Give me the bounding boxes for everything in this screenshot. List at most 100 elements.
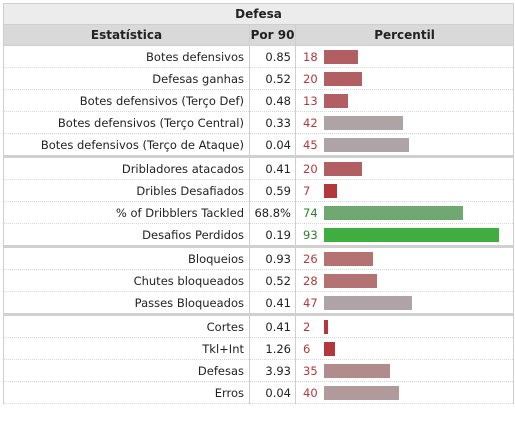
stat-label: Cortes [3, 313, 250, 338]
stat-label: Bloqueios [3, 245, 250, 270]
percentile-cell: 93 [294, 223, 515, 247]
percentile-cell: 13 [294, 89, 515, 112]
per90-value: 0.41 [249, 291, 296, 315]
percentile-value: 2 [303, 320, 311, 334]
percentile-bar [324, 116, 403, 130]
table-row: Cortes 0.41 2 [3, 313, 515, 338]
per90-value: 0.52 [249, 67, 296, 90]
per90-value: 0.93 [249, 245, 296, 270]
percentile-cell: 2 [294, 313, 515, 338]
percentile-bar [324, 364, 390, 378]
percentile-bar [324, 206, 463, 220]
percentile-bar [324, 320, 328, 334]
percentile-bar [324, 162, 362, 176]
percentile-value: 28 [303, 274, 318, 288]
stat-label: % of Dribblers Tackled [3, 201, 250, 224]
percentile-value: 45 [303, 138, 318, 152]
table-row: Chutes bloqueados 0.52 28 [3, 269, 515, 292]
percentile-value: 93 [303, 228, 318, 242]
percentile-value: 40 [303, 386, 318, 400]
percentile-bar [324, 50, 358, 64]
per90-value: 0.19 [249, 223, 296, 247]
percentile-bar [324, 252, 373, 266]
per90-value: 68.8% [249, 201, 296, 224]
percentile-cell: 18 [294, 45, 515, 68]
column-header-stat[interactable]: Estatística [3, 24, 250, 46]
per90-value: 1.26 [249, 337, 296, 360]
stat-label: Erros [3, 381, 250, 404]
percentile-value: 26 [303, 252, 318, 266]
table-title: Defesa [2, 3, 515, 25]
percentile-value: 74 [303, 206, 318, 220]
per90-value: 0.41 [249, 313, 296, 338]
percentile-cell: 47 [294, 291, 515, 315]
table-row: Erros 0.04 40 [3, 381, 515, 404]
per90-value: 0.41 [249, 155, 296, 180]
table-row: Botes defensivos 0.85 18 [3, 45, 515, 68]
percentile-value: 6 [303, 342, 311, 356]
table-row: Dribles Desafiados 0.59 7 [3, 179, 515, 202]
stat-label: Botes defensivos (Terço Def) [3, 89, 250, 112]
percentile-cell: 20 [294, 67, 515, 90]
percentile-cell: 6 [294, 337, 515, 360]
per90-value: 0.33 [249, 111, 296, 134]
table-row: Desafios Perdidos 0.19 93 [3, 223, 515, 247]
stat-label: Botes defensivos [3, 45, 250, 68]
percentile-cell: 26 [294, 245, 515, 270]
column-header-per90[interactable]: Por 90 [249, 24, 296, 46]
stat-label: Tkl+Int [3, 337, 250, 360]
stat-label: Passes Bloqueados [3, 291, 250, 315]
percentile-bar [324, 72, 362, 86]
percentile-bar [324, 274, 377, 288]
stat-label: Dribles Desafiados [3, 179, 250, 202]
percentile-cell: 74 [294, 201, 515, 224]
table-body: Botes defensivos 0.85 18 Defesas ganhas 0.52… [3, 45, 515, 404]
per90-value: 3.93 [249, 359, 296, 382]
per90-value: 0.59 [249, 179, 296, 202]
table-row: Tkl+Int 1.26 6 [3, 337, 515, 360]
percentile-value: 47 [303, 296, 318, 310]
per90-value: 0.85 [249, 45, 296, 68]
percentile-cell: 40 [294, 381, 515, 404]
percentile-cell: 45 [294, 133, 515, 157]
stat-label: Defesas [3, 359, 250, 382]
stat-label: Botes defensivos (Terço Central) [3, 111, 250, 134]
table-row: Botes defensivos (Terço Def) 0.48 13 [3, 89, 515, 112]
table-row: Dribladores atacados 0.41 20 [3, 155, 515, 180]
per90-value: 0.52 [249, 269, 296, 292]
percentile-bar [324, 94, 348, 108]
stat-label: Desafios Perdidos [3, 223, 250, 247]
per90-value: 0.04 [249, 381, 296, 404]
percentile-value: 35 [303, 364, 318, 378]
per90-value: 0.48 [249, 89, 296, 112]
table-row: Passes Bloqueados 0.41 47 [3, 291, 515, 315]
percentile-value: 20 [303, 72, 318, 86]
percentile-value: 18 [303, 50, 318, 64]
percentile-cell: 7 [294, 179, 515, 202]
percentile-bar [324, 138, 409, 152]
stat-label: Defesas ganhas [3, 67, 250, 90]
table-row: Bloqueios 0.93 26 [3, 245, 515, 270]
percentile-value: 7 [303, 184, 311, 198]
table-row: Defesas ganhas 0.52 20 [3, 67, 515, 90]
percentile-bar [324, 386, 399, 400]
percentile-cell: 35 [294, 359, 515, 382]
defense-stats-table: Defesa Estatística Por 90 Percentil Bote… [2, 3, 515, 404]
per90-value: 0.04 [249, 133, 296, 157]
percentile-cell: 42 [294, 111, 515, 134]
table-row: Botes defensivos (Terço de Ataque) 0.04 45 [3, 133, 515, 157]
percentile-bar [324, 342, 335, 356]
percentile-value: 20 [303, 162, 318, 176]
percentile-cell: 28 [294, 269, 515, 292]
percentile-cell: 20 [294, 155, 515, 180]
percentile-value: 13 [303, 94, 318, 108]
table-row: Botes defensivos (Terço Central) 0.33 42 [3, 111, 515, 134]
percentile-bar [324, 228, 499, 242]
stat-label: Botes defensivos (Terço de Ataque) [3, 133, 250, 157]
stat-label: Chutes bloqueados [3, 269, 250, 292]
table-row: Defesas 3.93 35 [3, 359, 515, 382]
column-header-percentile[interactable]: Percentil [294, 24, 515, 46]
percentile-value: 42 [303, 116, 318, 130]
table-row: % of Dribblers Tackled 68.8% 74 [3, 201, 515, 224]
stat-label: Dribladores atacados [3, 155, 250, 180]
